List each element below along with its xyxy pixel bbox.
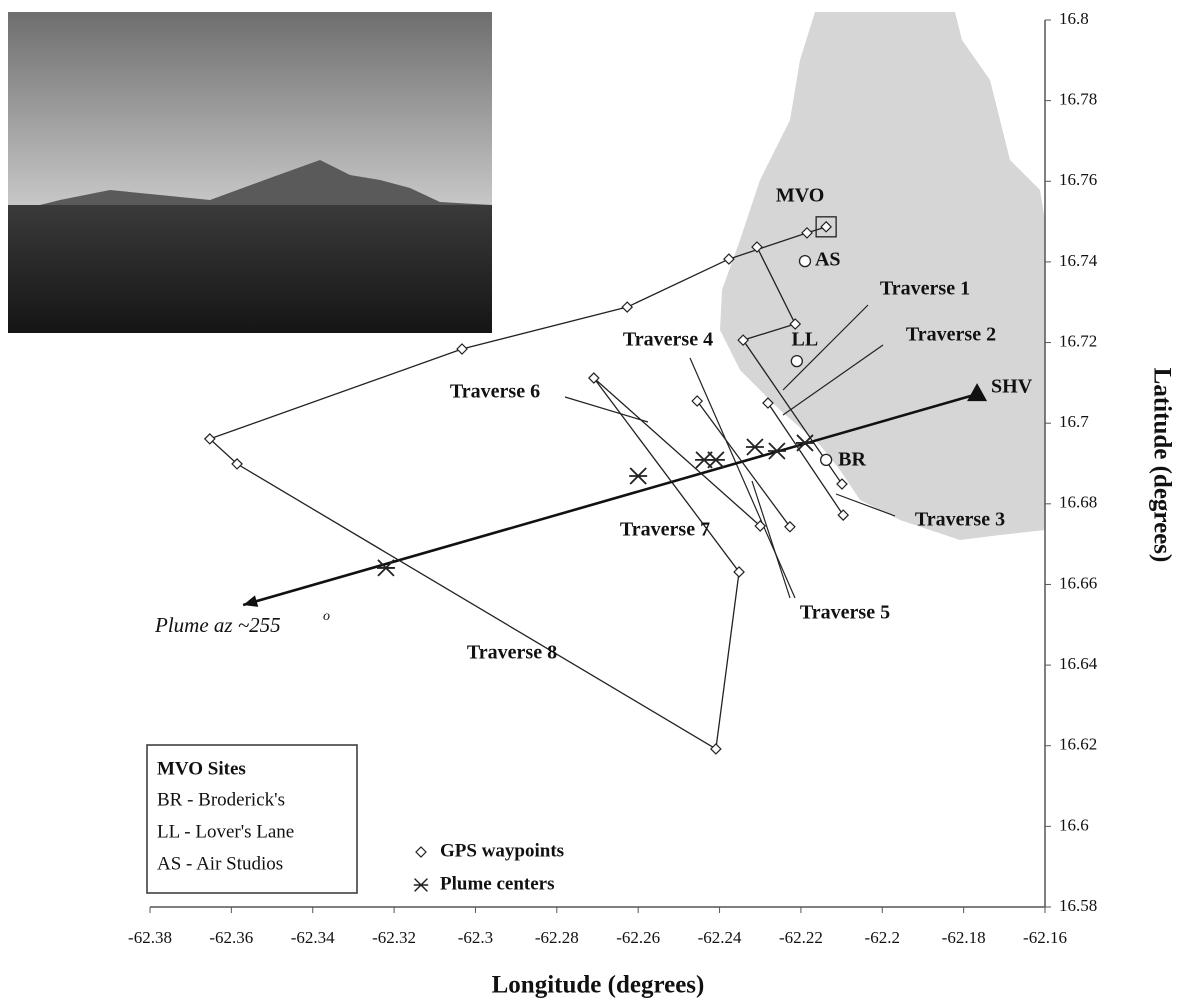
legend-marker <box>414 879 428 892</box>
y-tick-label: 16.74 <box>1059 251 1098 270</box>
y-tick-label: 16.64 <box>1059 654 1098 673</box>
gps-waypoint <box>837 479 847 489</box>
site-marker <box>799 256 810 267</box>
x-tick-label: -62.22 <box>779 928 823 947</box>
site-legend-entry: AS - Air Studios <box>157 853 283 874</box>
legend-marker <box>416 847 426 857</box>
y-tick-label: 16.68 <box>1059 493 1097 512</box>
traverse-label: Traverse 8 <box>467 642 557 664</box>
leader-line <box>752 481 790 598</box>
x-tick-label: -62.18 <box>942 928 986 947</box>
y-axis-title: Latitude (degrees) <box>1148 368 1175 563</box>
x-tick-label: -62.36 <box>209 928 253 947</box>
site-label: AS <box>815 249 841 271</box>
x-tick-label: -62.26 <box>616 928 660 947</box>
site-label: LL <box>791 329 818 351</box>
leader-line <box>565 397 648 422</box>
x-tick-label: -62.34 <box>291 928 335 947</box>
y-tick-label: 16.62 <box>1059 735 1097 754</box>
site-legend-title: MVO Sites <box>157 758 246 779</box>
traverse-label: Traverse 1 <box>880 278 970 300</box>
x-tick-label: -62.2 <box>865 928 900 947</box>
site-legend-entry: LL - Lover's Lane <box>157 821 294 842</box>
plume-center <box>746 439 764 455</box>
gps-waypoint <box>785 522 795 532</box>
y-tick-label: 16.7 <box>1059 412 1089 431</box>
site-label: MVO <box>776 184 824 206</box>
traverse-label: Traverse 2 <box>906 324 996 346</box>
x-tick-label: -62.16 <box>1023 928 1067 947</box>
plume-center <box>629 468 647 484</box>
source-label: SHV <box>991 376 1033 398</box>
x-axis-title: Longitude (degrees) <box>492 972 705 999</box>
plume-center <box>768 443 786 459</box>
y-tick-label: 16.8 <box>1059 9 1089 28</box>
plume-label: Plume az ~255 <box>154 613 281 637</box>
y-tick-label: 16.58 <box>1059 896 1097 915</box>
x-tick-label: -62.32 <box>372 928 416 947</box>
legend-label: Plume centers <box>440 873 554 894</box>
y-tick-label: 16.78 <box>1059 90 1097 109</box>
site-marker <box>791 356 802 367</box>
traverse-label: Traverse 5 <box>800 602 890 624</box>
gps-waypoint <box>622 302 632 312</box>
x-tick-label: -62.38 <box>128 928 172 947</box>
plume-label-degree: o <box>323 609 330 624</box>
gps-waypoint <box>692 396 702 406</box>
site-marker <box>821 454 832 465</box>
plume-center <box>377 560 395 576</box>
gps-waypoint <box>711 744 721 754</box>
gps-waypoint <box>734 567 744 577</box>
traverse-label: Traverse 3 <box>915 509 1005 531</box>
x-tick-label: -62.3 <box>458 928 493 947</box>
site-label: BR <box>838 448 866 470</box>
traverse-label: Traverse 4 <box>623 329 713 351</box>
traverse-label: Traverse 7 <box>620 519 710 541</box>
traverse-label: Traverse 6 <box>450 381 540 403</box>
plume-center <box>707 452 725 468</box>
site-legend-entry: BR - Broderick's <box>157 789 285 810</box>
plume-center <box>796 435 814 451</box>
chart: Longitude (degrees) Latitude (degrees) M… <box>0 0 1179 1005</box>
arrow-head <box>243 595 258 607</box>
photo-inset <box>8 12 492 333</box>
island <box>720 12 1045 540</box>
y-tick-label: 16.6 <box>1059 815 1089 834</box>
x-tick-label: -62.24 <box>698 928 742 947</box>
legend-label: GPS waypoints <box>440 840 564 861</box>
gps-waypoint <box>457 344 467 354</box>
x-tick-label: -62.28 <box>535 928 579 947</box>
y-tick-label: 16.72 <box>1059 331 1097 350</box>
y-tick-label: 16.76 <box>1059 170 1097 189</box>
y-tick-label: 16.66 <box>1059 573 1097 592</box>
gps-waypoint <box>838 510 848 520</box>
